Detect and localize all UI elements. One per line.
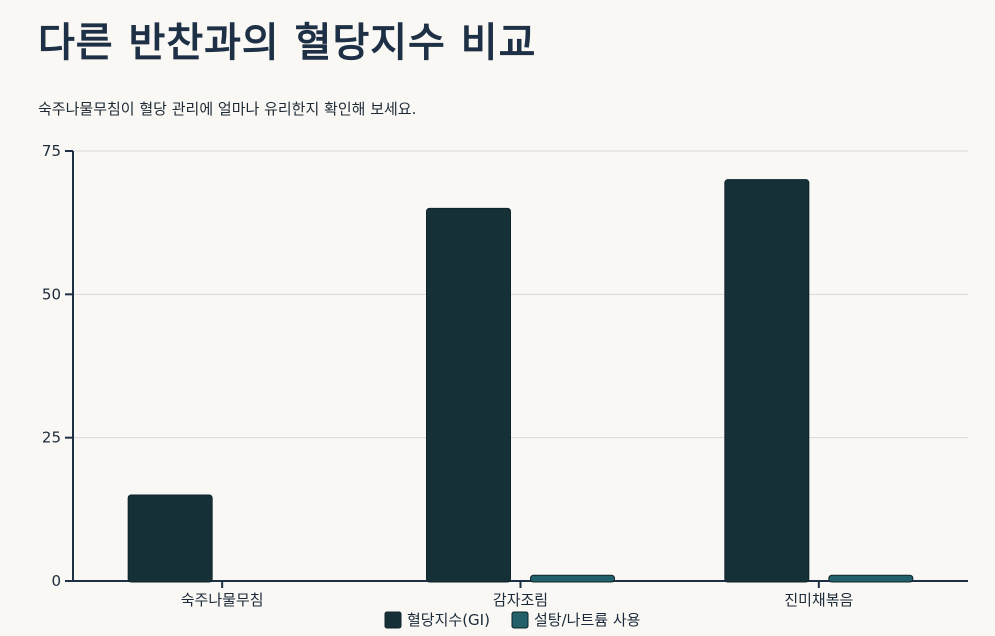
legend-swatch bbox=[511, 611, 529, 629]
y-tick-label: 0 bbox=[51, 572, 61, 590]
bar-gi-2 bbox=[724, 179, 810, 583]
y-tick-label: 25 bbox=[42, 429, 61, 447]
bar-sugar-sodium-1 bbox=[530, 574, 615, 583]
page-title: 다른 반찬과의 혈당지수 비교 bbox=[38, 20, 537, 66]
bar-gi-0 bbox=[127, 494, 213, 583]
y-tick-label: 50 bbox=[42, 285, 61, 303]
legend-label: 설탕/나트륨 사용 bbox=[534, 611, 640, 629]
legend-swatch bbox=[384, 611, 402, 629]
y-tick-label: 75 bbox=[42, 142, 61, 160]
x-tick-label: 감자조림 bbox=[493, 591, 548, 609]
legend-label: 혈당지수(GI) bbox=[407, 611, 490, 629]
page-subtitle: 숙주나물무침이 혈당 관리에 얼마나 유리한지 확인해 보세요. bbox=[38, 100, 417, 118]
x-tick-label: 숙주나물무침 bbox=[181, 591, 264, 609]
bar-gi-1 bbox=[426, 207, 511, 583]
x-tick-label: 진미채볶음 bbox=[784, 591, 853, 609]
bar-sugar-sodium-2 bbox=[828, 574, 914, 583]
